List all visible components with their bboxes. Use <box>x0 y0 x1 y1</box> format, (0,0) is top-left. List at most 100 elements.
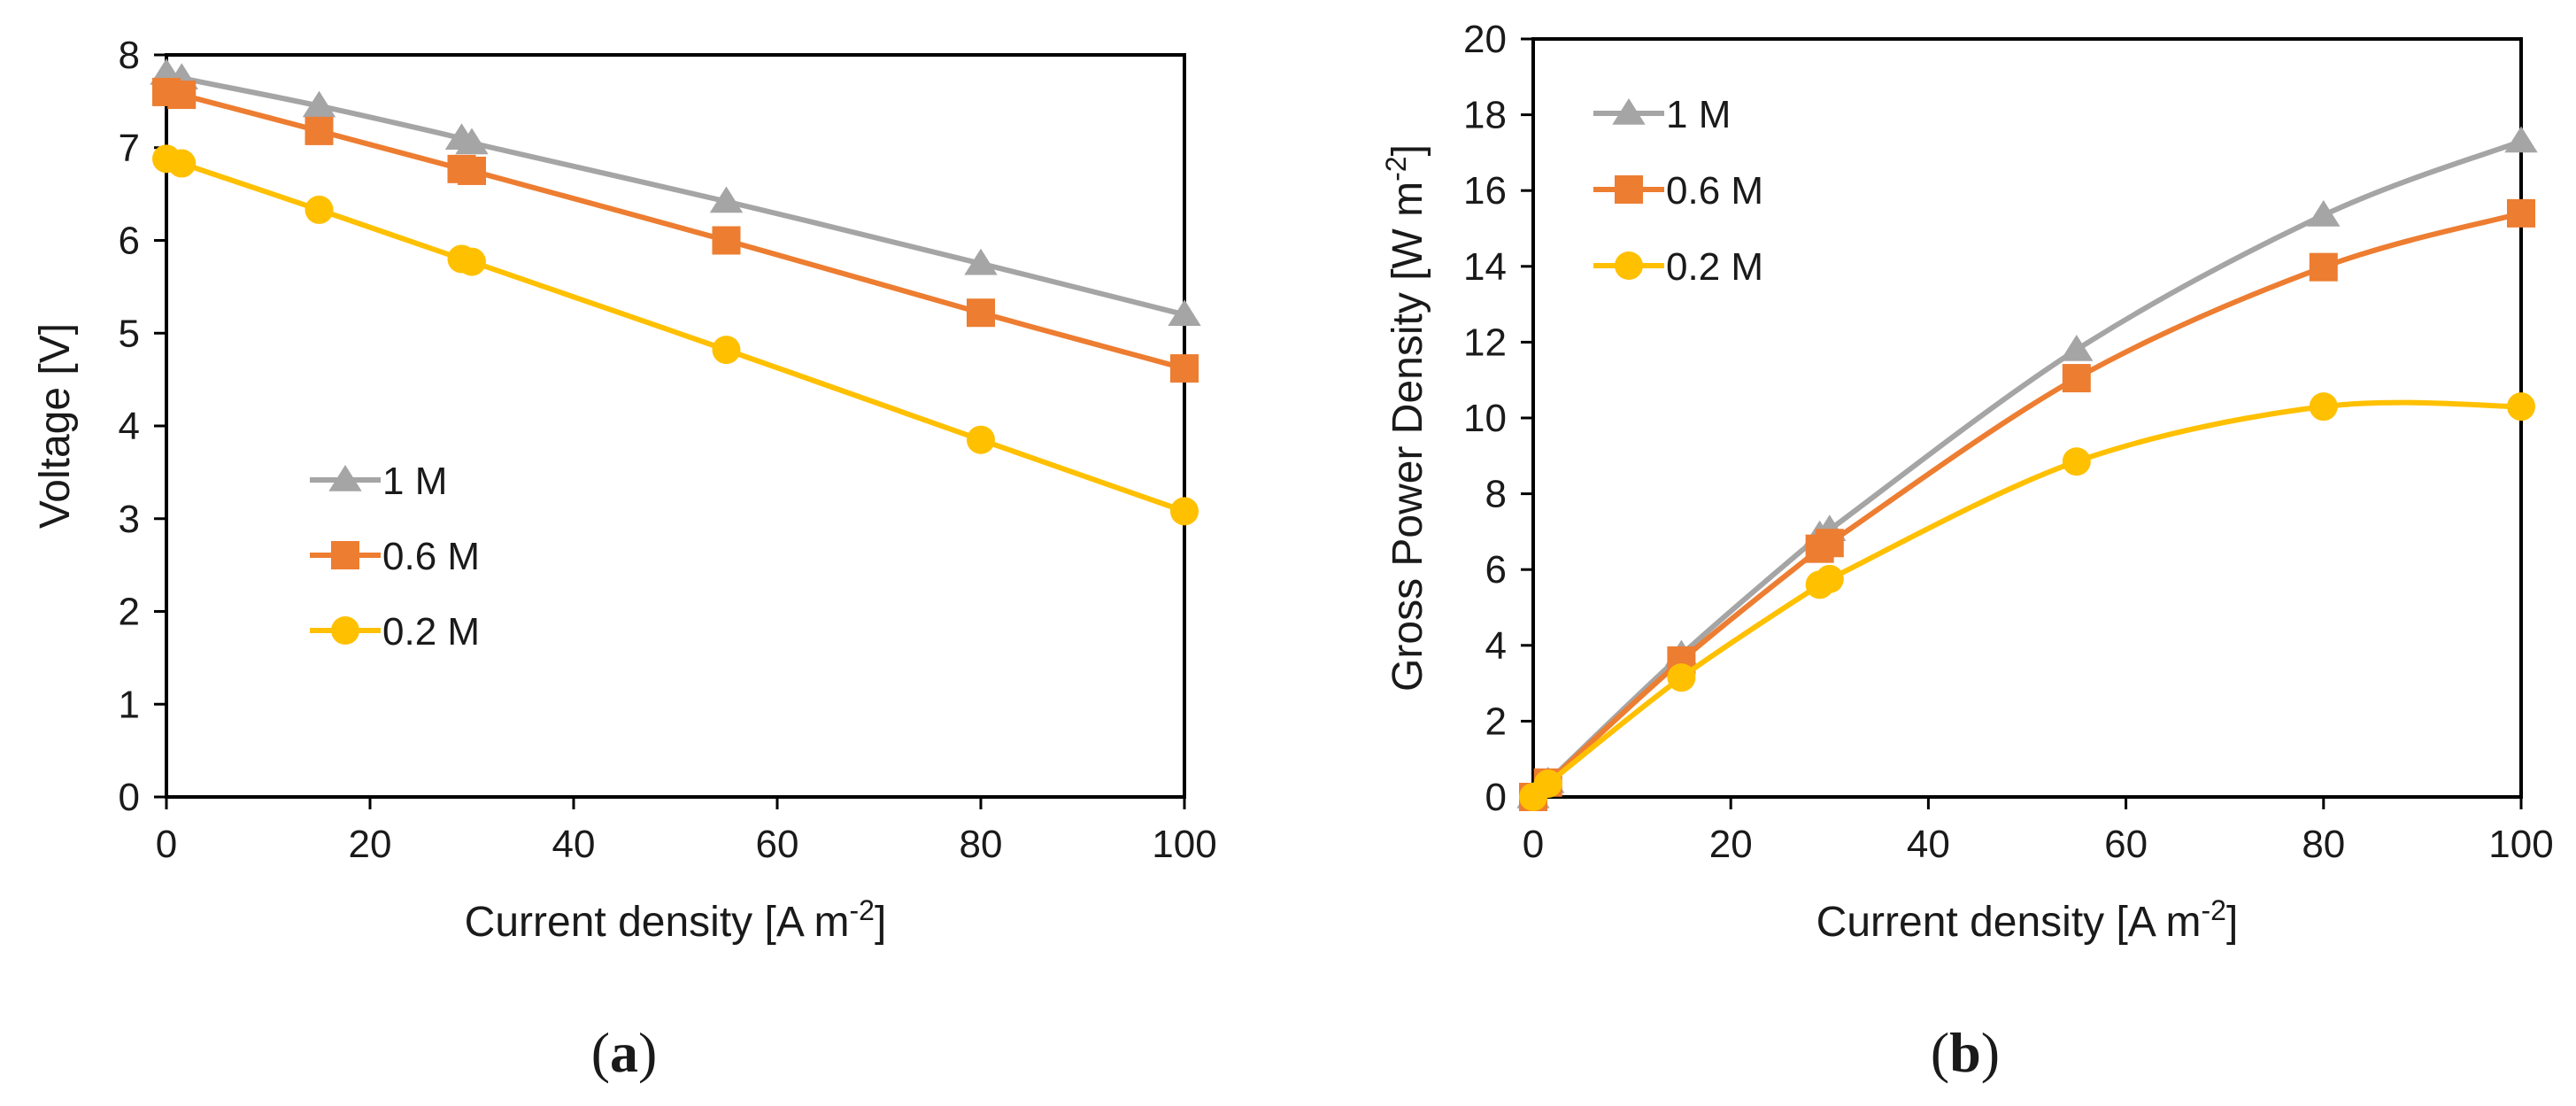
y-axis-title-b-sup: -2 <box>1380 156 1412 181</box>
data-point-0 <box>455 128 489 155</box>
x-tick-label: 40 <box>552 823 596 866</box>
data-point-2 <box>712 336 741 365</box>
chart-panel-b: 0 20 40 60 80 100 0 2 4 6 8 10 12 14 16 18 20 Gross Powe… <box>1380 18 2554 1084</box>
y-tick-label: 10 <box>1463 397 1507 440</box>
x-tick-label: 60 <box>2104 823 2148 866</box>
data-point-2 <box>458 247 486 276</box>
data-point-0 <box>2504 126 2538 153</box>
legend-a: 1 M 0.6 M 0.2 M <box>310 460 480 654</box>
y-tick-label: 6 <box>1485 548 1507 592</box>
series-layer-a <box>150 58 1201 526</box>
data-point-2 <box>2309 392 2338 422</box>
data-point-1 <box>1170 354 1199 383</box>
x-axis-title-b-suffix: ] <box>2226 899 2238 946</box>
legend-marker <box>1615 251 1643 280</box>
y-tick-label: 14 <box>1463 245 1507 289</box>
data-point-2 <box>305 195 334 224</box>
legend-label: 0.2 M <box>1666 245 1763 289</box>
y-axis-title-b-suffix: ] <box>1384 144 1431 156</box>
data-point-1 <box>967 298 995 328</box>
axis-ticks-a: 0 20 40 60 80 100 0 1 2 3 4 5 6 7 8 <box>119 34 1217 866</box>
x-axis-title-a-sup: -2 <box>850 894 875 926</box>
y-tick-label: 4 <box>119 405 140 448</box>
x-tick-label: 0 <box>156 823 177 866</box>
data-point-1 <box>305 116 334 145</box>
panel-label-b: (b) <box>1931 1021 2000 1084</box>
data-point-1 <box>1815 529 1844 558</box>
panel-label-a: (a) <box>591 1021 658 1084</box>
panel-label-a-letter: a <box>610 1021 638 1084</box>
x-tick-label: 20 <box>349 823 392 866</box>
axis-ticks-b: 0 20 40 60 80 100 0 2 4 6 8 10 12 14 16 18 20 <box>1463 18 2554 866</box>
x-tick-label: 60 <box>756 823 799 866</box>
data-point-0 <box>302 90 336 118</box>
data-point-2 <box>967 425 995 454</box>
data-point-0 <box>2307 200 2341 227</box>
y-tick-label: 4 <box>1485 624 1507 668</box>
y-axis-title-b-main: Gross Power Density [W m <box>1384 182 1431 692</box>
x-tick-label: 0 <box>1523 823 1544 866</box>
y-tick-label: 2 <box>119 591 140 634</box>
data-point-2 <box>1170 497 1199 526</box>
y-axis-title-b: Gross Power Density [W m-2] <box>1380 144 1431 692</box>
chart-panel-a: 0 20 40 60 80 100 0 1 2 3 4 5 6 7 8 Voltage [V] Curren… <box>32 34 1217 1084</box>
y-tick-label: 3 <box>119 498 140 541</box>
x-tick-label: 100 <box>1152 823 1216 866</box>
x-tick-label: 80 <box>960 823 1003 866</box>
y-tick-label: 18 <box>1463 94 1507 137</box>
data-point-2 <box>1533 770 1562 799</box>
data-point-2 <box>2507 392 2535 422</box>
legend-marker <box>331 616 359 645</box>
data-point-1 <box>2309 252 2338 282</box>
data-point-0 <box>964 248 998 275</box>
x-tick-label: 20 <box>1709 823 1753 866</box>
y-axis-title-a: Voltage [V] <box>32 323 79 529</box>
plot-area-a <box>165 53 1186 799</box>
y-tick-label: 1 <box>119 683 140 726</box>
legend-marker <box>328 465 362 491</box>
series-layer-b <box>1516 126 2538 811</box>
legend-marker <box>1612 98 1646 125</box>
legend-label: 1 M <box>382 460 447 503</box>
y-tick-label: 12 <box>1463 321 1507 364</box>
data-point-0 <box>2060 334 2094 361</box>
y-tick-label: 5 <box>119 312 140 355</box>
x-axis-title-b-main: Current density [A m <box>1816 899 2202 946</box>
legend-marker <box>331 541 359 569</box>
y-tick-label: 7 <box>119 127 140 170</box>
legend-b: 1 M 0.6 M 0.2 M <box>1593 93 1763 289</box>
data-point-2 <box>1815 564 1844 593</box>
x-axis-title-b: Current density [A m-2] <box>1816 894 2239 946</box>
data-point-0 <box>1168 299 1201 327</box>
y-tick-label: 2 <box>1485 700 1507 743</box>
legend-label: 1 M <box>1666 93 1731 136</box>
x-axis-title-a-suffix: ] <box>875 899 886 946</box>
x-tick-label: 40 <box>1907 823 1950 866</box>
y-tick-label: 16 <box>1463 169 1507 213</box>
data-point-2 <box>1667 663 1696 692</box>
data-point-1 <box>712 226 741 255</box>
data-point-2 <box>167 149 197 178</box>
data-point-1 <box>2507 198 2535 228</box>
legend-label: 0.6 M <box>382 535 480 578</box>
x-axis-title-b-sup: -2 <box>2202 894 2226 926</box>
data-point-0 <box>709 186 744 213</box>
y-tick-label: 8 <box>1485 473 1507 516</box>
x-axis-title-a-main: Current density [A m <box>465 899 850 946</box>
y-tick-label: 0 <box>119 776 140 819</box>
x-tick-label: 80 <box>2302 823 2345 866</box>
data-point-1 <box>458 156 486 185</box>
panel-label-b-letter: b <box>1949 1021 1981 1084</box>
legend-label: 0.6 M <box>1666 169 1763 213</box>
data-point-2 <box>2062 447 2091 476</box>
legend-marker <box>1615 175 1643 204</box>
y-tick-label: 8 <box>119 34 140 77</box>
data-point-1 <box>2062 364 2091 393</box>
y-tick-label: 0 <box>1485 776 1507 819</box>
x-tick-label: 100 <box>2488 823 2553 866</box>
data-point-1 <box>167 81 197 110</box>
y-tick-label: 20 <box>1463 18 1507 61</box>
legend-label: 0.2 M <box>382 610 480 654</box>
x-axis-title-a: Current density [A m-2] <box>465 894 887 946</box>
